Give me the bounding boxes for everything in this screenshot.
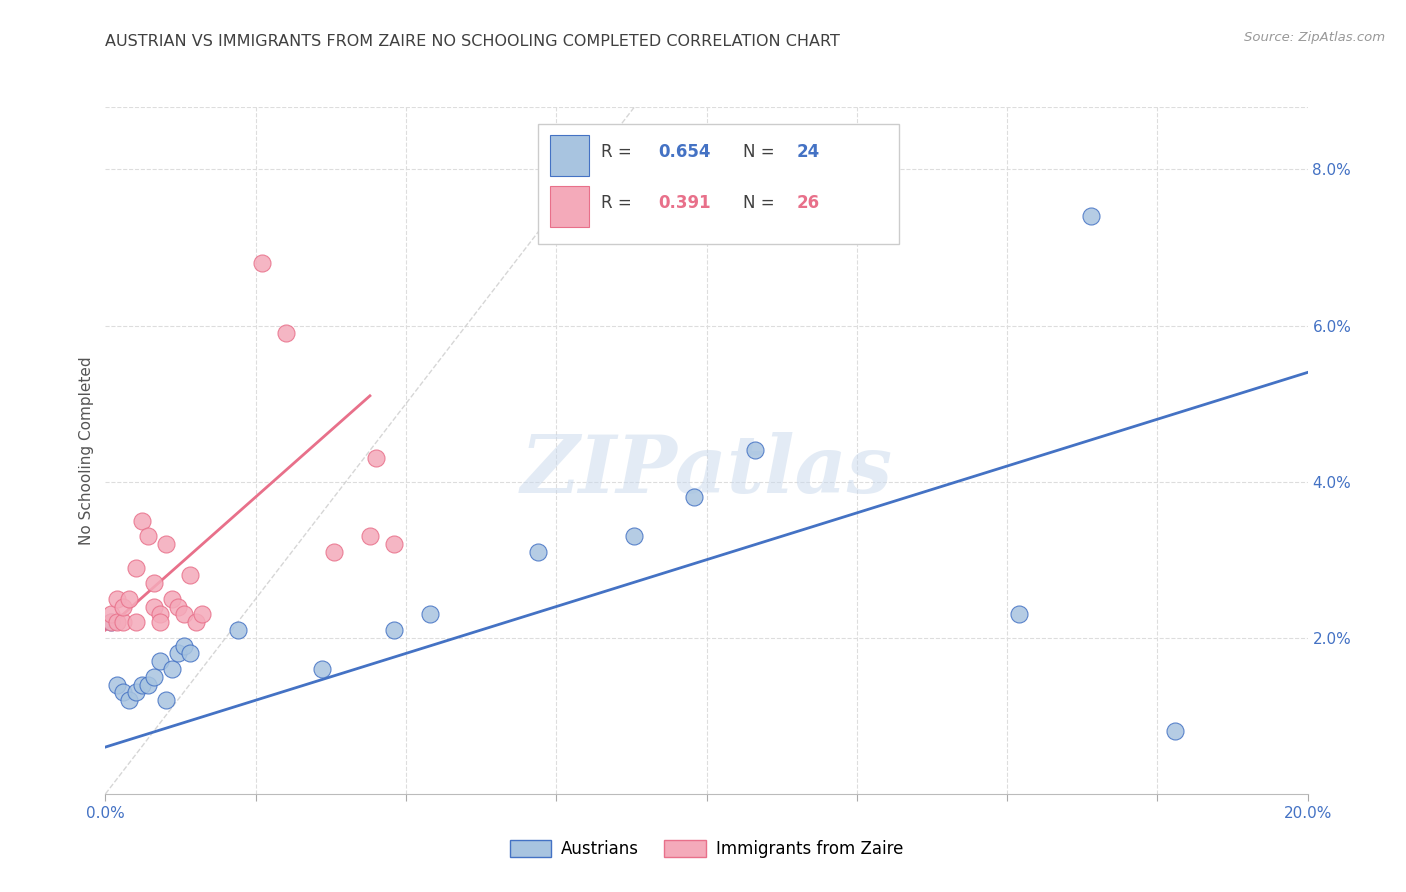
Point	[107, 591, 129, 606]
Point	[1164, 724, 1187, 739]
Point	[124, 685, 146, 699]
Text: R =: R =	[600, 194, 637, 212]
Point	[166, 646, 188, 660]
Text: 26: 26	[797, 194, 820, 212]
Point	[131, 514, 153, 528]
Text: ZIPatlas: ZIPatlas	[520, 433, 893, 510]
FancyBboxPatch shape	[538, 124, 898, 244]
Point	[148, 615, 170, 630]
Point	[148, 654, 170, 668]
Point	[100, 615, 122, 630]
Point	[107, 615, 129, 630]
Text: 0.391: 0.391	[658, 194, 711, 212]
Point	[136, 678, 159, 692]
Text: R =: R =	[600, 143, 637, 161]
Point	[136, 529, 159, 543]
Point	[173, 639, 195, 653]
Legend: Austrians, Immigrants from Zaire: Austrians, Immigrants from Zaire	[503, 833, 910, 864]
Text: N =: N =	[742, 194, 779, 212]
Point	[322, 545, 344, 559]
Point	[112, 599, 135, 614]
Point	[100, 615, 122, 630]
Text: N =: N =	[742, 143, 779, 161]
Point	[527, 545, 550, 559]
Point	[142, 670, 165, 684]
Point	[179, 646, 201, 660]
Point	[311, 662, 333, 676]
Point	[359, 529, 381, 543]
Point	[623, 529, 645, 543]
Point	[274, 326, 297, 341]
Point	[364, 451, 387, 466]
Point	[226, 623, 249, 637]
Point	[118, 591, 141, 606]
Point	[160, 662, 183, 676]
FancyBboxPatch shape	[550, 186, 589, 227]
Point	[112, 615, 135, 630]
Point	[173, 607, 195, 622]
Point	[250, 256, 273, 270]
Point	[131, 678, 153, 692]
Y-axis label: No Schooling Completed: No Schooling Completed	[79, 356, 94, 545]
Point	[683, 490, 706, 504]
Text: Source: ZipAtlas.com: Source: ZipAtlas.com	[1244, 31, 1385, 45]
Point	[166, 599, 188, 614]
Point	[124, 560, 146, 574]
FancyBboxPatch shape	[550, 135, 589, 176]
Text: AUSTRIAN VS IMMIGRANTS FROM ZAIRE NO SCHOOLING COMPLETED CORRELATION CHART: AUSTRIAN VS IMMIGRANTS FROM ZAIRE NO SCH…	[105, 34, 841, 49]
Point	[112, 685, 135, 699]
Point	[118, 693, 141, 707]
Point	[142, 599, 165, 614]
Point	[155, 693, 177, 707]
Text: 24: 24	[797, 143, 820, 161]
Text: 0.654: 0.654	[658, 143, 711, 161]
Point	[107, 678, 129, 692]
Point	[124, 615, 146, 630]
Point	[382, 537, 405, 551]
Point	[148, 607, 170, 622]
Point	[179, 568, 201, 582]
Point	[100, 607, 122, 622]
Point	[1080, 209, 1102, 223]
Point	[1008, 607, 1031, 622]
Point	[160, 591, 183, 606]
Point	[184, 615, 207, 630]
Point	[744, 443, 766, 458]
Point	[382, 623, 405, 637]
Point	[155, 537, 177, 551]
Point	[419, 607, 441, 622]
Point	[190, 607, 212, 622]
Point	[142, 576, 165, 591]
